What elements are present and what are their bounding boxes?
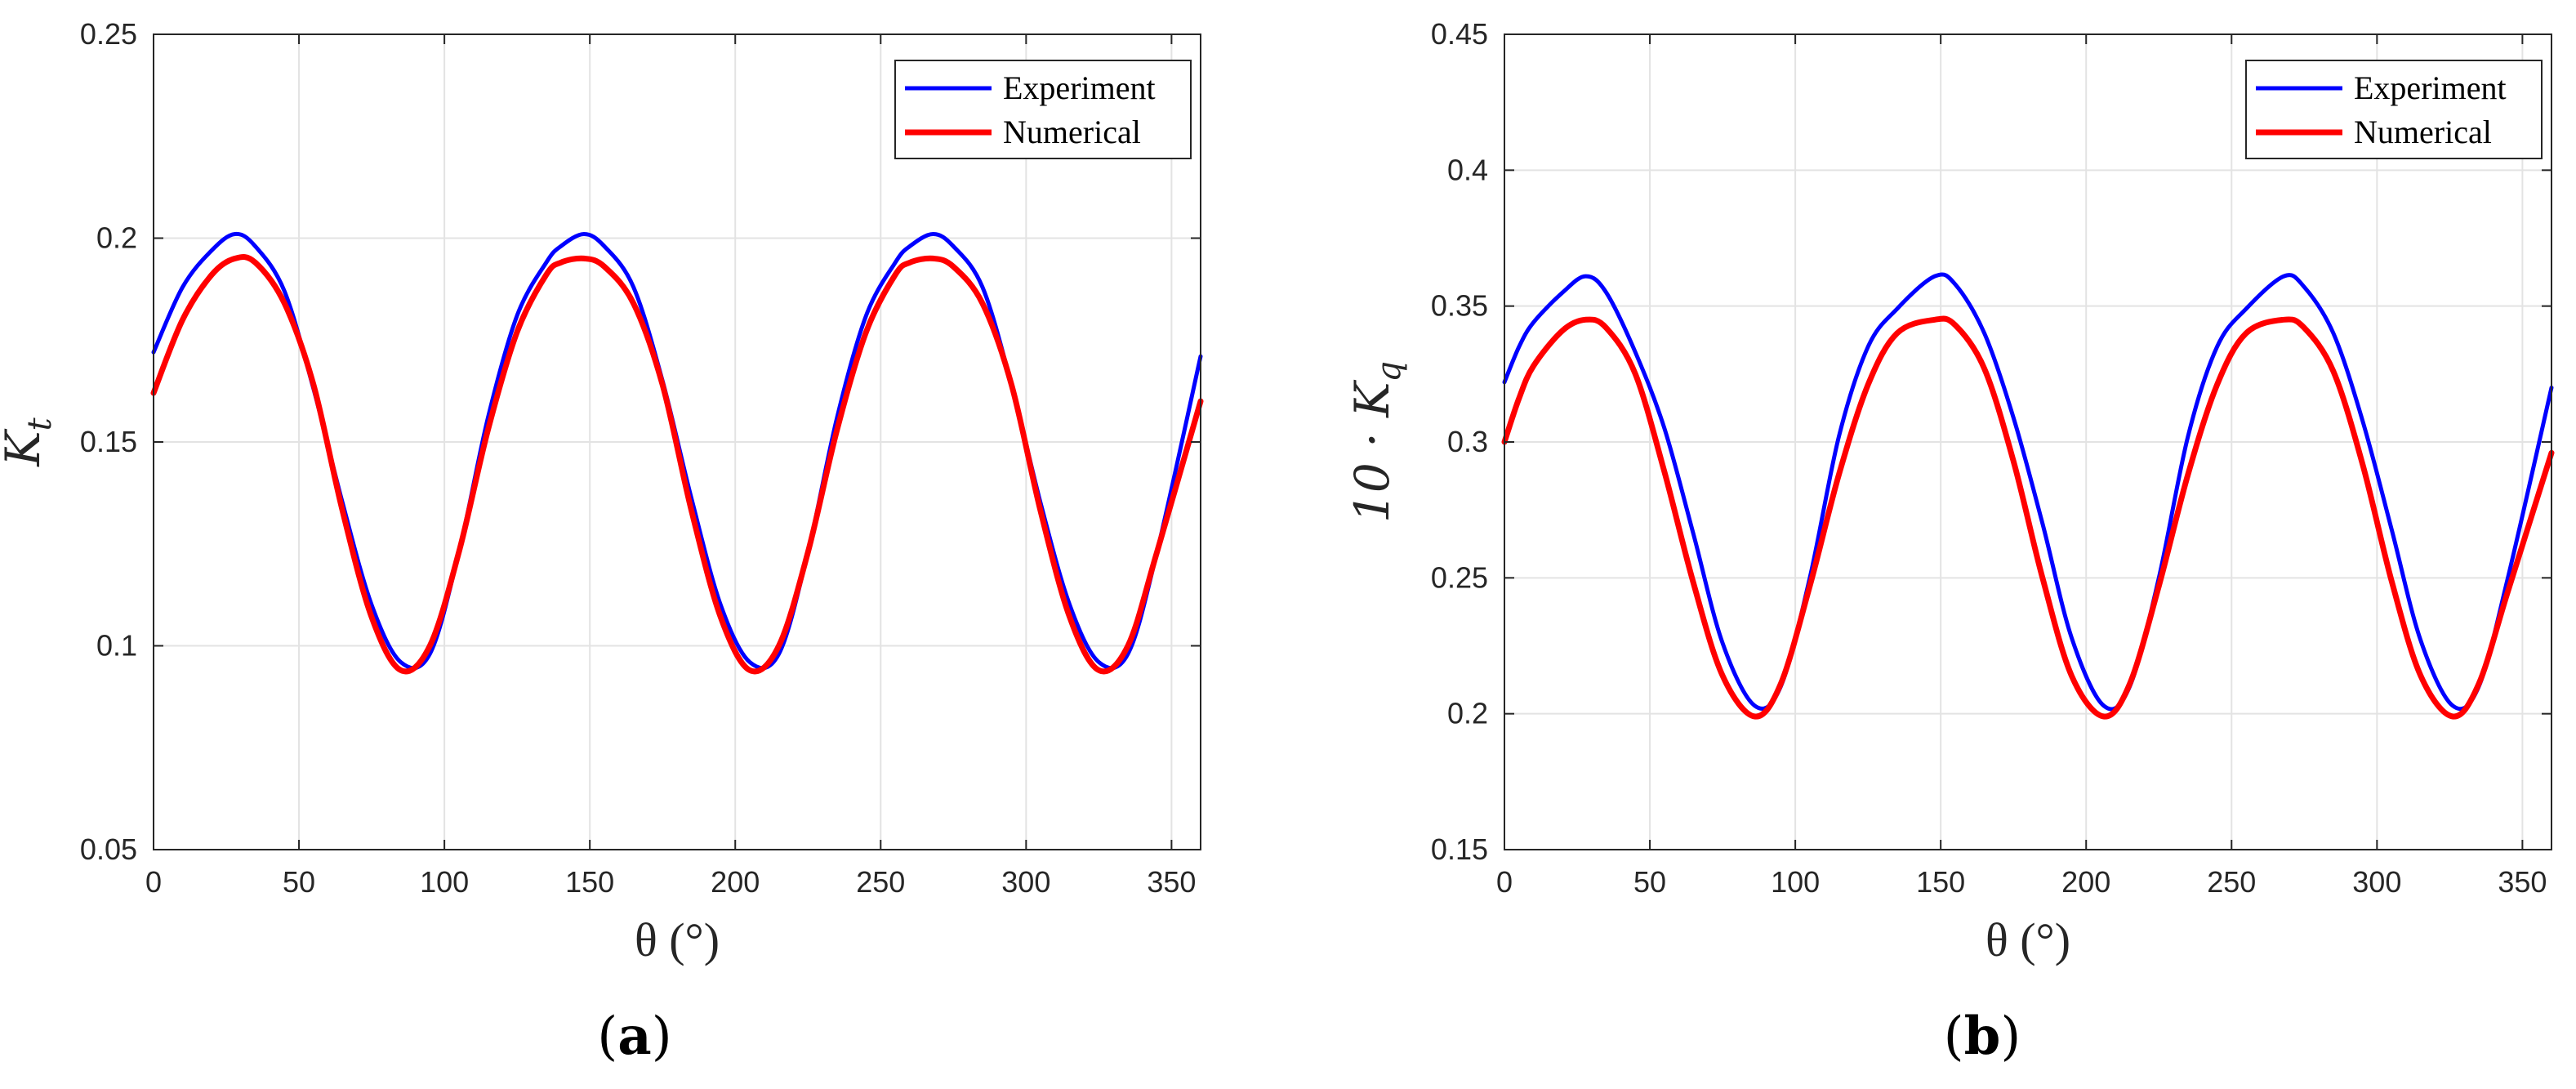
y-axis-label: 10 · Kq	[1344, 361, 1408, 523]
y-tick-label: 0.25	[80, 17, 137, 51]
x-tick-label: 50	[1633, 865, 1666, 899]
y-tick-label: 0.2	[1447, 697, 1488, 730]
x-tick-label: 250	[856, 865, 905, 899]
legend-box	[2245, 60, 2543, 159]
y-tick-label: 0.15	[80, 425, 137, 458]
x-tick-label: 0	[145, 865, 162, 899]
y-axis-label-subscript: t	[21, 417, 59, 431]
x-tick-label: 100	[1771, 865, 1820, 899]
y-tick-label: 0.15	[1431, 832, 1488, 866]
x-tick-label: 0	[1496, 865, 1513, 899]
legend: Experiment Numerical	[2245, 60, 2543, 159]
y-tick-label: 0.3	[1447, 425, 1488, 458]
x-axis-label: θ (°)	[635, 913, 720, 966]
y-tick-label: 0.25	[1431, 560, 1488, 594]
y-tick-label: 0.4	[1447, 153, 1488, 186]
legend-label-experiment: Experiment	[2354, 69, 2507, 106]
chart-panel-2: 0 50 100 150 200 250 300 350 0.15 0.2 0.25 0.3 0.35 0…	[1344, 17, 2555, 1067]
legend: Experiment Numerical	[894, 60, 1192, 159]
y-tick-label: 0.45	[1431, 17, 1488, 51]
y-axis-label-subscript: q	[1370, 361, 1408, 382]
series-line-numerical	[1501, 315, 2555, 720]
y-axis-label-main: K	[0, 428, 51, 467]
panel-caption: (a)	[597, 1006, 671, 1067]
x-tick-label: 100	[420, 865, 469, 899]
x-tick-label: 200	[711, 865, 760, 899]
panel-caption: (b)	[1944, 1006, 2021, 1067]
x-tick-label: 150	[565, 865, 614, 899]
x-tick-label: 150	[1916, 865, 1965, 899]
legend-box	[894, 60, 1192, 159]
x-tick-label: 300	[2352, 865, 2401, 899]
y-tick-label: 0.35	[1431, 289, 1488, 323]
x-axis-label: θ (°)	[1985, 913, 2070, 966]
y-axis-label-main: 10 · K	[1344, 379, 1400, 523]
x-tick-label: 300	[1001, 865, 1050, 899]
legend-label-numerical: Numerical	[2354, 114, 2492, 150]
x-tick-label: 350	[2498, 865, 2547, 899]
y-tick-label: 0.1	[96, 629, 137, 663]
x-tick-label: 200	[2061, 865, 2110, 899]
x-tick-label: 350	[1147, 865, 1196, 899]
x-tick-label: 250	[2207, 865, 2256, 899]
x-tick-label: 50	[283, 865, 315, 899]
y-axis-label: Kt	[0, 417, 59, 466]
y-tick-label: 0.05	[80, 832, 137, 866]
series-line-experiment	[1502, 272, 2554, 712]
legend-label-numerical: Numerical	[1003, 114, 1141, 150]
chart-panel-1: 0 50 100 150 200 250 300 350 0.05 0.1 0.15 0.2 0.25 θ…	[0, 17, 1204, 1067]
y-tick-label: 0.2	[96, 221, 137, 255]
legend-label-experiment: Experiment	[1003, 69, 1156, 106]
series-line-numerical	[150, 254, 1204, 675]
